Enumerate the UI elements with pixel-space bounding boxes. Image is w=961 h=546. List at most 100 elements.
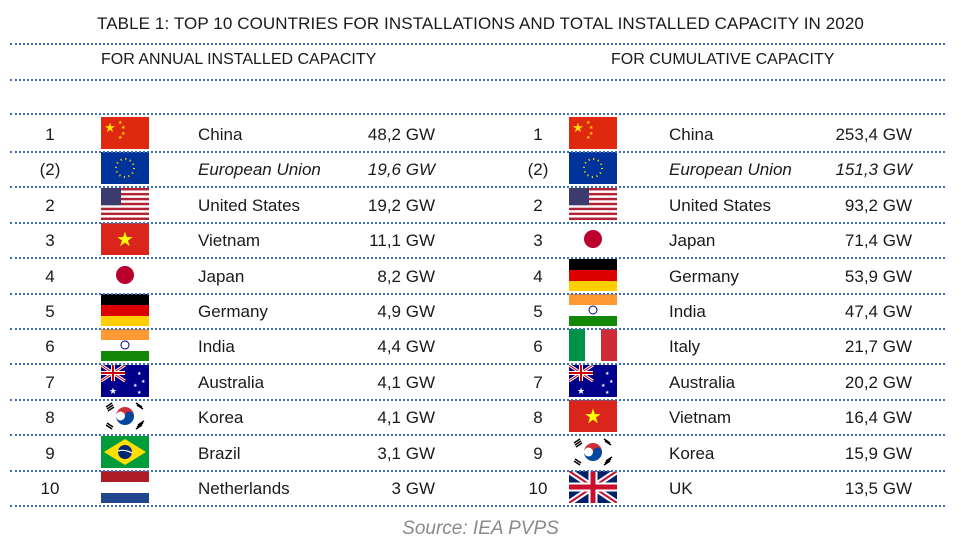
row-divider <box>10 151 945 153</box>
germany-flag <box>569 258 617 291</box>
cumulative-country-name: Germany <box>669 266 739 286</box>
row-divider <box>10 186 945 189</box>
annual-rank: 5 <box>45 302 55 321</box>
table-row: 9 Brazil 3,1 GW 9 Korea 15,9 GW <box>0 435 961 471</box>
cumulative-country-name: Vietnam <box>669 408 732 428</box>
annual-capacity-value: 4,4 GW <box>377 337 435 357</box>
vietnam-flag: ★ <box>101 223 149 256</box>
divider-sections <box>10 79 945 81</box>
annual-capacity-value: 4,9 GW <box>377 302 435 321</box>
row-divider <box>10 469 945 472</box>
annual-capacity-value: 8,2 GW <box>377 266 435 286</box>
svg-text:★: ★ <box>605 390 610 396</box>
cumulative-rank: 8 <box>533 408 543 428</box>
table-row: 5 Germany 4,9 GW 5 India 47,4 GW <box>0 294 961 329</box>
cumulative-rank: 6 <box>533 337 543 357</box>
cumulative-country-name: Italy <box>669 337 701 357</box>
eu-flag <box>101 152 149 185</box>
annual-rank: 1 <box>45 125 55 144</box>
cumulative-country-name: China <box>669 125 714 144</box>
uk-flag <box>569 471 617 503</box>
table-row: 1 ★ ★ ★ ★ ★ China 48,2 GW 1 ★ ★ ★ ★ ★ China 253,4 GW <box>0 117 961 152</box>
row-divider <box>10 221 945 224</box>
cumulative-rank: 3 <box>533 231 543 251</box>
svg-text:★: ★ <box>577 387 585 397</box>
annual-capacity-value: 19,6 GW <box>367 160 435 180</box>
svg-text:★: ★ <box>109 387 117 397</box>
divider-top <box>10 43 945 45</box>
svg-text:★: ★ <box>133 383 138 389</box>
annual-country-name: India <box>198 337 235 357</box>
table-row: 3 ★ Vietnam 11,1 GW 3 Japan 71,4 GW <box>0 223 961 258</box>
row-divider <box>10 505 945 507</box>
annual-country-name: Vietnam <box>198 231 261 251</box>
cumulative-rank: 10 <box>528 479 548 498</box>
row-divider <box>10 363 945 366</box>
table-row: 4 Japan 8,2 GW 4 Germany 53,9 GW <box>0 258 961 294</box>
eu-flag <box>569 152 617 185</box>
svg-text:★: ★ <box>586 120 591 126</box>
table-title: TABLE 1: TOP 10 COUNTRIES FOR INSTALLATI… <box>97 14 864 33</box>
cumulative-capacity-value: 53,9 GW <box>844 266 912 286</box>
annual-capacity-value: 4,1 GW <box>377 372 435 392</box>
annual-country-name: European Union <box>198 160 321 180</box>
germany-flag <box>101 294 149 326</box>
korea-flag <box>569 435 617 468</box>
annual-rank: 3 <box>45 231 55 251</box>
annual-country-name: Korea <box>198 408 244 428</box>
annual-country-name: Brazil <box>198 443 241 463</box>
cumulative-country-name: UK <box>669 479 693 498</box>
svg-text:★: ★ <box>586 135 591 141</box>
vietnam-flag: ★ <box>569 400 617 433</box>
italy-flag <box>569 329 617 362</box>
korea-flag <box>101 400 149 433</box>
annual-country-name: United States <box>198 195 301 215</box>
cumulative-country-name: United States <box>669 195 772 215</box>
svg-text:★: ★ <box>116 227 134 251</box>
cumulative-rank: 9 <box>533 443 543 463</box>
brazil-flag <box>101 435 149 468</box>
annual-heading: FOR ANNUAL INSTALLED CAPACITY <box>101 51 377 68</box>
table-row: (2) European Union 19,6 GW (2) European Unio… <box>0 152 961 187</box>
usa-flag <box>101 187 149 220</box>
usa-flag <box>569 187 617 220</box>
cumulative-capacity-value: 13,5 GW <box>844 479 912 498</box>
row-divider <box>10 292 945 295</box>
australia-flag: ★ ★ ★ ★ ★ <box>101 364 149 397</box>
india-flag <box>569 294 617 326</box>
annual-rank: (2) <box>39 160 61 180</box>
svg-text:★: ★ <box>589 125 594 131</box>
annual-country-name: Netherlands <box>198 479 290 498</box>
svg-text:★: ★ <box>572 121 584 136</box>
india-flag <box>101 329 149 362</box>
table-row: 2 United States 19,2 GW 2 United States 93,2 … <box>0 187 961 223</box>
cumulative-rank: 2 <box>533 195 543 215</box>
japan-flag <box>569 223 617 256</box>
annual-rank: 4 <box>45 266 55 286</box>
divider-header <box>10 113 945 115</box>
annual-capacity-value: 11,1 GW <box>369 231 435 251</box>
cumulative-capacity-value: 93,2 GW <box>844 195 912 215</box>
annual-capacity-value: 48,2 GW <box>367 125 435 144</box>
annual-rank: 6 <box>45 337 55 357</box>
annual-country-name: Australia <box>198 372 265 392</box>
svg-text:★: ★ <box>104 121 116 136</box>
cumulative-heading: FOR CUMULATIVE CAPACITY <box>611 51 835 68</box>
svg-text:★: ★ <box>118 135 123 141</box>
cumulative-country-name: Japan <box>669 231 716 251</box>
svg-text:★: ★ <box>589 131 594 137</box>
annual-country-name: Germany <box>198 302 268 321</box>
annual-rank: 10 <box>40 479 60 498</box>
svg-text:★: ★ <box>118 120 123 126</box>
cumulative-capacity-value: 253,4 GW <box>835 125 912 144</box>
svg-text:★: ★ <box>605 371 610 377</box>
china-flag: ★ ★ ★ ★ ★ <box>101 117 149 149</box>
svg-text:★: ★ <box>121 131 126 137</box>
annual-rank: 7 <box>45 372 55 392</box>
svg-text:★: ★ <box>601 383 606 389</box>
cumulative-country-name: Korea <box>669 443 715 463</box>
cumulative-country-name: India <box>669 302 706 321</box>
annual-capacity-value: 4,1 GW <box>377 408 435 428</box>
cumulative-capacity-value: 71,4 GW <box>844 231 912 251</box>
annual-capacity-value: 3,1 GW <box>377 443 435 463</box>
